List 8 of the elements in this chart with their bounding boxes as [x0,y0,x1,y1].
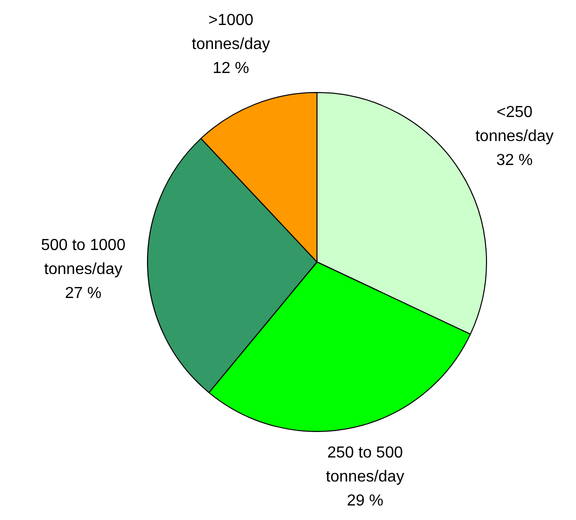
data-label: 27 % [64,284,102,302]
slice-label: >1000 tonnes/day [192,12,270,53]
data-label: 12 % [212,60,250,77]
slice-label: <250 tonnes/day [475,104,554,146]
data-label: 29 % [346,492,384,510]
slice-label: 250 to 500 tonnes/day [326,444,404,486]
slice-label: 500 to 1000 tonnes/day [40,236,126,278]
data-label: 32 % [496,152,533,170]
